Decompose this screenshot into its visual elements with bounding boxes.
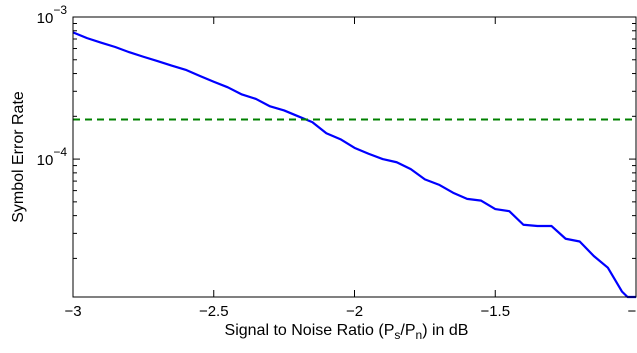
x-tick-label: −1 — [627, 303, 637, 320]
x-axis-label-part: /P — [400, 322, 415, 339]
x-tick-label: −3 — [64, 303, 81, 320]
x-axis-label-part: ) in dB — [422, 322, 468, 339]
y-tick-label-base: 10 — [37, 10, 54, 27]
x-axis-label-subscript: s — [394, 328, 400, 342]
x-axis-label: Signal to Noise Ratio (Ps/Pn) in dB — [225, 322, 469, 342]
y-tick-label: 10−3 — [37, 3, 68, 27]
y-tick-label: 10−4 — [37, 145, 68, 169]
ticks-layer: −3−2.5−2−1.5−110−410−3 — [37, 3, 637, 320]
series-layer — [72, 31, 636, 299]
x-tick-label: −2 — [346, 303, 363, 320]
x-tick-label: −1.5 — [480, 303, 510, 320]
plot-area: −3−2.5−2−1.5−110−410−3 — [37, 3, 637, 320]
y-axis-label: Symbol Error Rate — [10, 91, 27, 223]
y-tick-label-exponent: −4 — [53, 145, 67, 159]
x-axis-label-subscript: n — [416, 328, 423, 342]
plot-background — [73, 17, 636, 297]
x-axis-label-part: Signal to Noise Ratio (P — [225, 322, 395, 339]
x-tick-label: −2.5 — [199, 303, 229, 320]
y-tick-label-base: 10 — [37, 152, 54, 169]
series-line — [72, 31, 636, 299]
y-tick-label-exponent: −3 — [53, 3, 67, 17]
